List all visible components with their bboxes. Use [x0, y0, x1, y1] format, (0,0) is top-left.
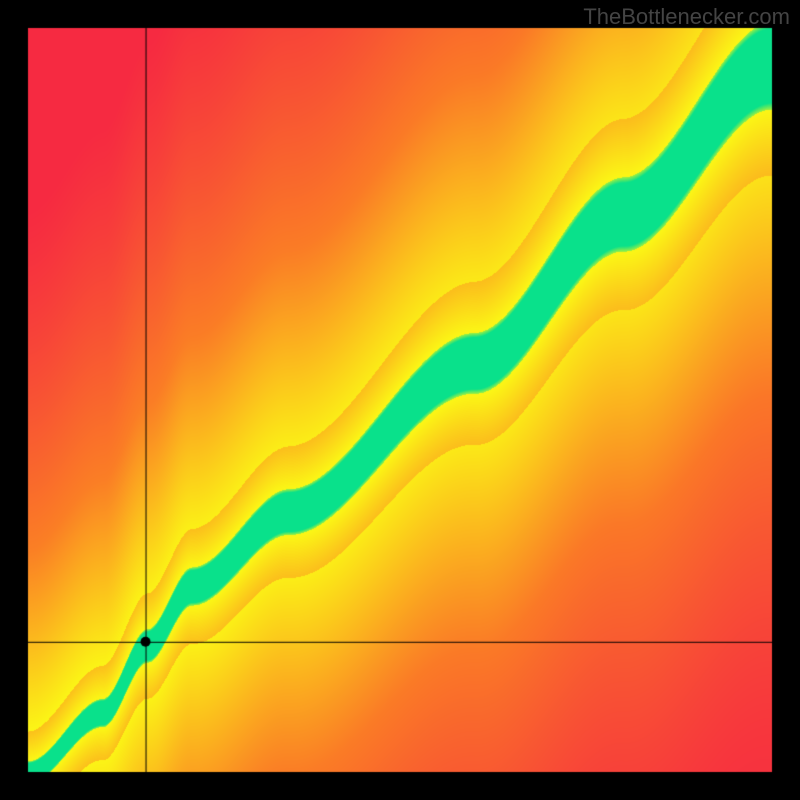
- chart-container: TheBottlenecker.com: [0, 0, 800, 800]
- watermark-text: TheBottlenecker.com: [583, 4, 790, 30]
- heatmap-canvas: [0, 0, 800, 800]
